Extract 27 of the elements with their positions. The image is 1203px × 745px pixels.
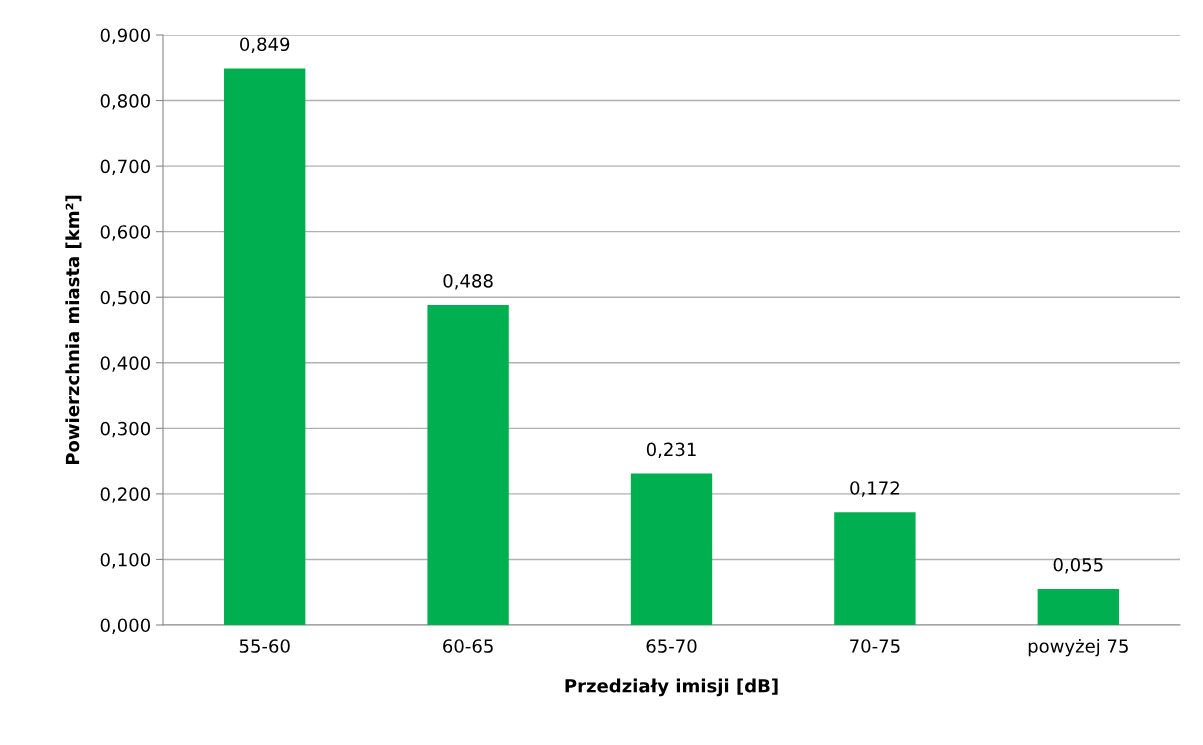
y-tick-label: 0,400 <box>100 356 150 372</box>
x-tick-label: 65-70 <box>646 639 697 653</box>
x-tick-label: 55-60 <box>239 639 290 653</box>
bar <box>427 305 509 625</box>
y-tick-label: 0,100 <box>100 552 150 569</box>
x-tick-label: 60-65 <box>443 639 493 653</box>
y-tick-label: 0,000 <box>100 618 150 634</box>
y-axis-title: Powierzchnia miasta [km²] <box>65 195 82 465</box>
y-tick-label: 0,300 <box>100 421 150 438</box>
bar <box>1037 588 1119 625</box>
bar <box>834 512 916 625</box>
x-tick-label: 70-75 <box>850 639 900 653</box>
data-label: 0,172 <box>850 481 899 497</box>
data-label: 0,055 <box>1053 557 1103 574</box>
bar <box>630 473 713 625</box>
x-tick-label: powyżej 75 <box>1028 638 1128 657</box>
data-label: 0,849 <box>240 37 290 53</box>
data-label: 0,231 <box>646 442 696 459</box>
bar <box>224 68 306 625</box>
y-tick-label: 0,900 <box>100 28 150 44</box>
y-tick-label: 0,800 <box>100 94 150 110</box>
y-tick-label: 0,200 <box>100 487 150 503</box>
y-tick-label: 0,700 <box>100 159 150 176</box>
y-tick-label: 0,500 <box>100 290 150 307</box>
x-axis-title: Przedziały imisji [dB] <box>565 678 778 697</box>
y-tick-label: 0,600 <box>100 225 150 241</box>
data-label: 0,488 <box>443 274 493 290</box>
